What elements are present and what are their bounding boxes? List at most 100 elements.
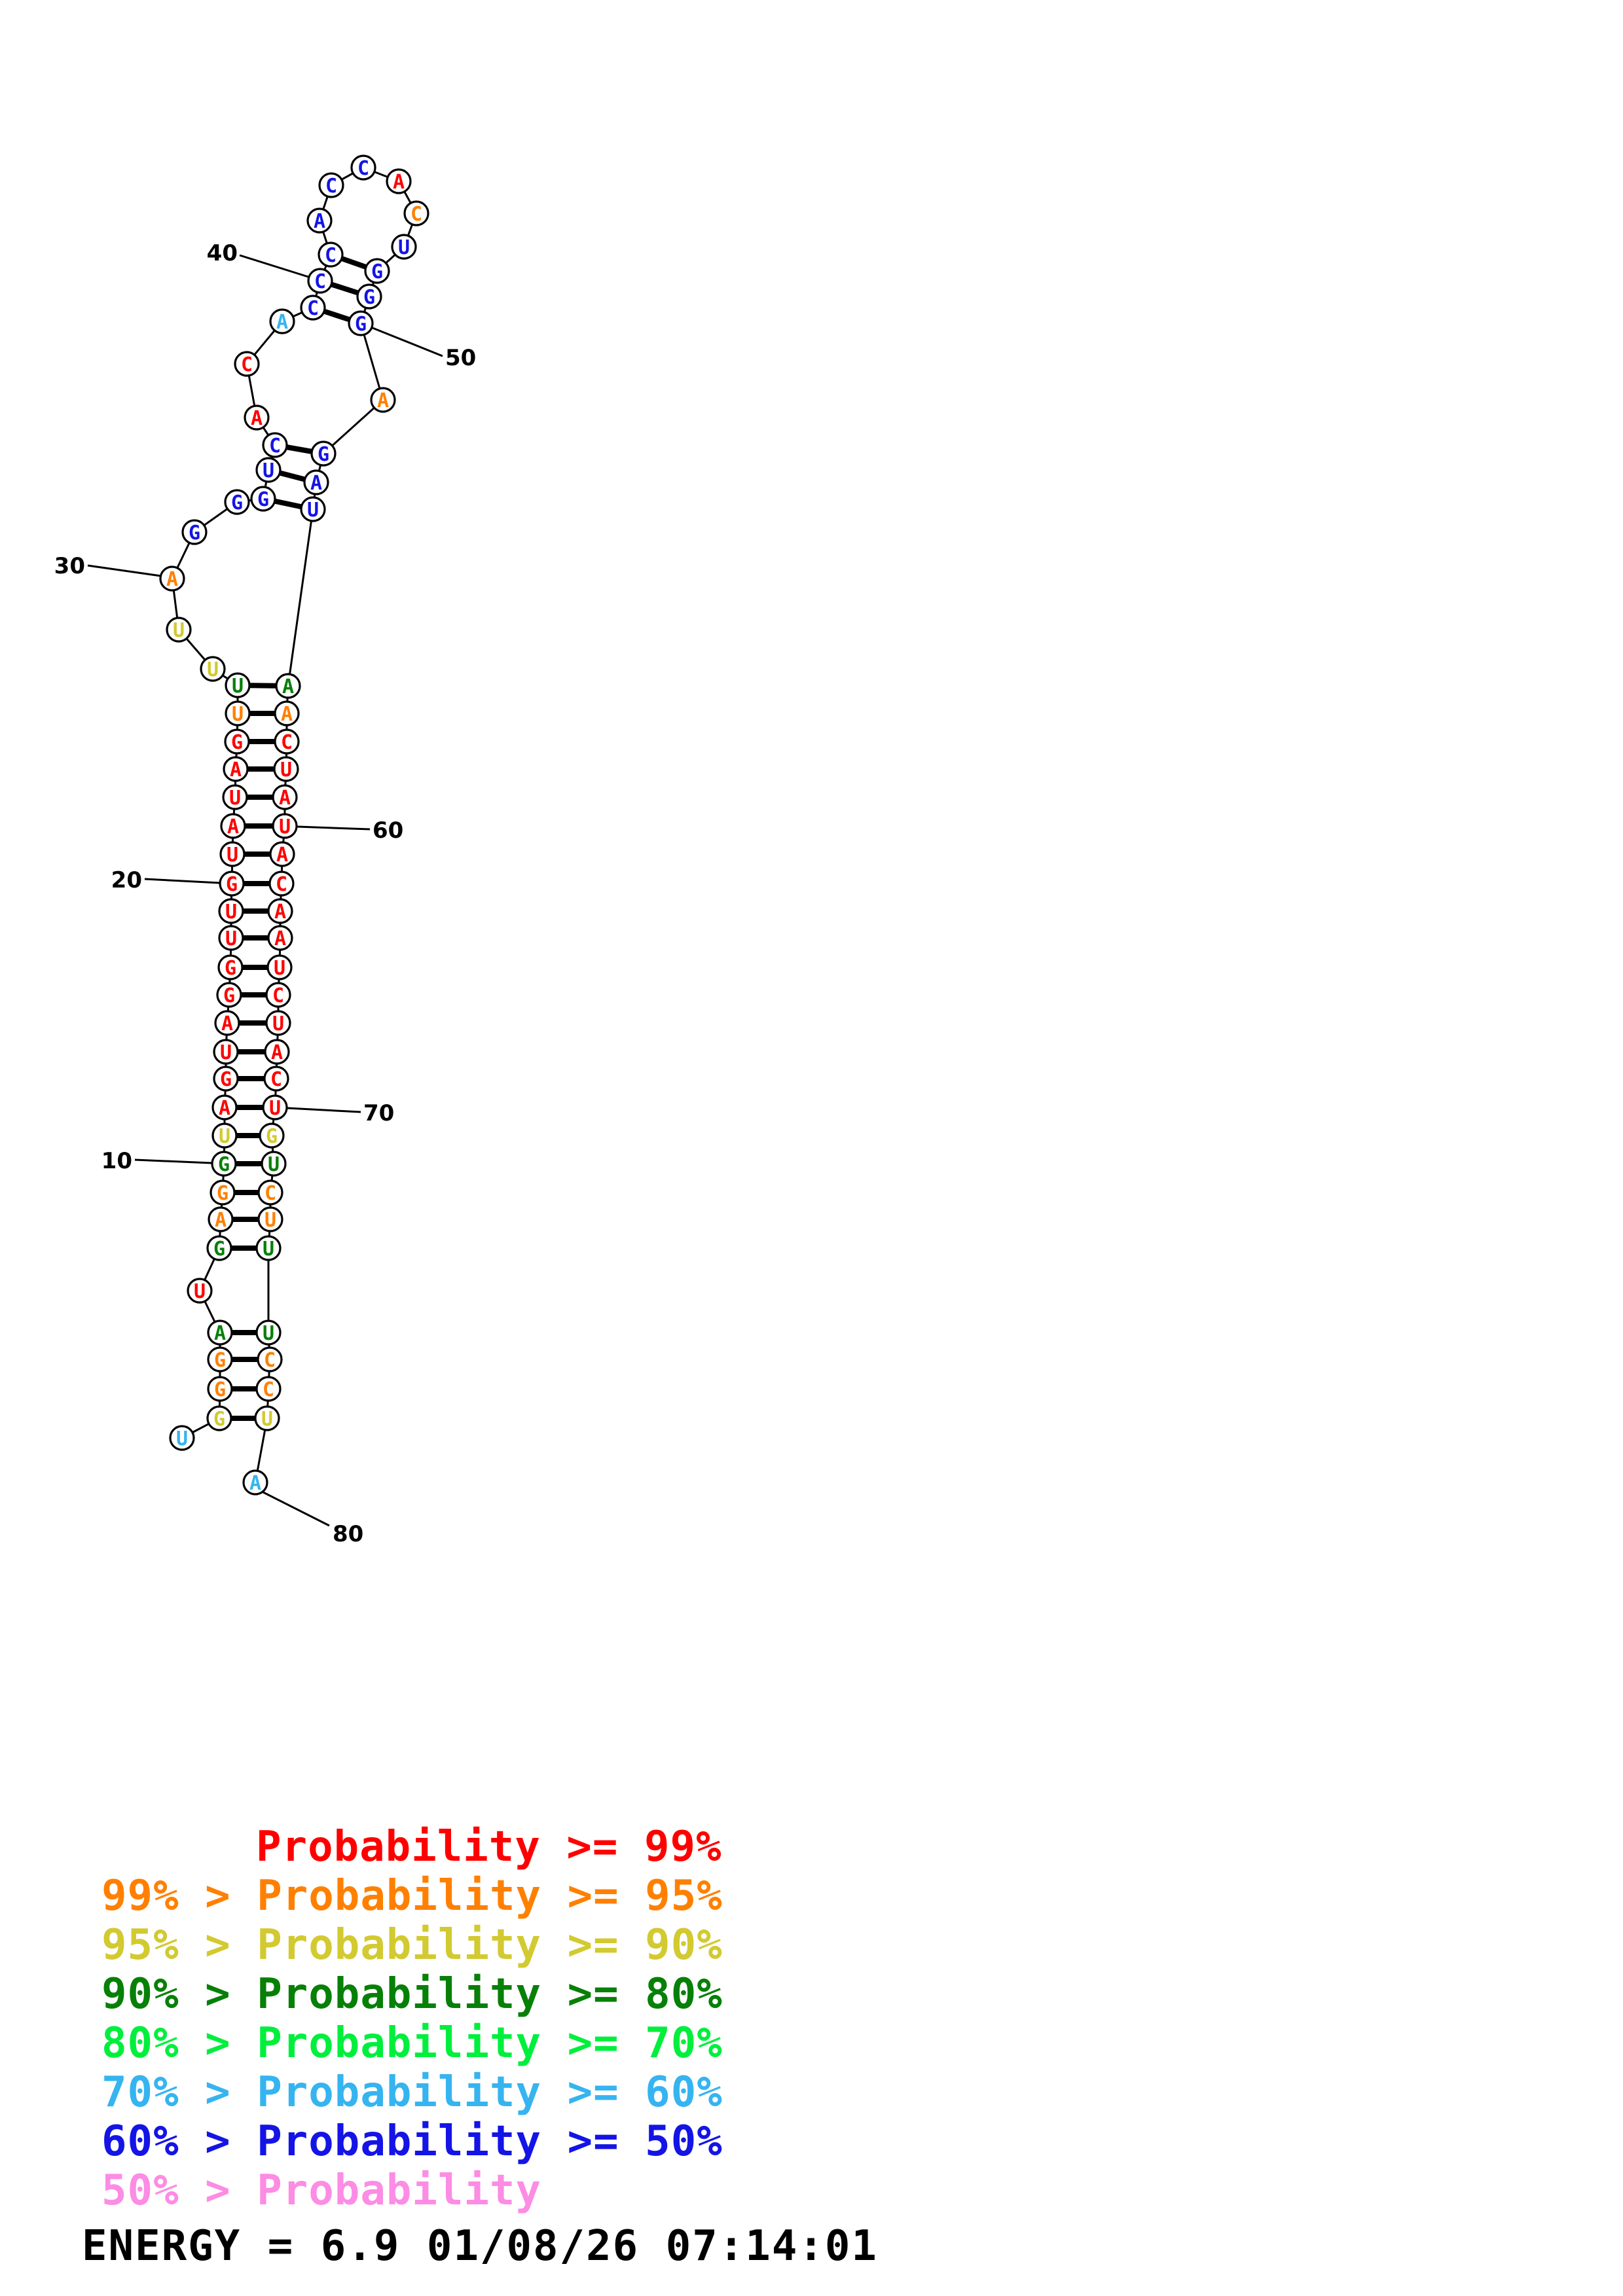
nucleotide-circle-66 (265, 982, 291, 1008)
nucleotide-circle-47 (391, 234, 417, 260)
legend-row-8: 50% > Probability (101, 2166, 541, 2215)
position-label-line-20 (144, 878, 221, 884)
nucleotide-circle-53 (303, 469, 329, 495)
position-label-line-40 (239, 254, 309, 278)
nucleotide-letter-73-C: C (264, 1182, 276, 1205)
position-label-line-10 (134, 1158, 213, 1164)
nucleotide-circle-10 (211, 1151, 237, 1177)
nucleotide-letter-36-A: A (251, 407, 263, 430)
nucleotide-letter-37-C: C (241, 353, 253, 376)
nucleotide-circle-61 (269, 841, 295, 867)
nucleotide-circle-44 (350, 154, 376, 181)
nucleotide-circle-55 (275, 673, 301, 699)
nucleotide-letter-13-G: G (220, 1068, 232, 1091)
backbone-segment-54-55 (287, 509, 314, 687)
nucleotide-circle-72 (261, 1151, 287, 1177)
nucleotide-circle-4 (207, 1346, 233, 1372)
nucleotide-circle-27 (225, 672, 251, 698)
nucleotide-circle-52 (310, 440, 337, 467)
nucleotide-letter-3-G: G (214, 1378, 226, 1401)
nucleotide-letter-69-C: C (270, 1068, 282, 1091)
nucleotide-letter-20-G: G (226, 873, 238, 896)
nucleotide-circle-54 (300, 496, 326, 522)
nucleotide-circle-16 (216, 982, 242, 1008)
nucleotide-circle-42 (306, 207, 333, 234)
nucleotide-circle-49 (356, 283, 382, 310)
nucleotide-circle-78 (255, 1376, 282, 1402)
nucleotide-letter-78-C: C (263, 1378, 274, 1401)
nucleotide-circle-80 (242, 1469, 268, 1496)
nucleotide-circle-7 (206, 1235, 232, 1261)
position-label-line-50 (372, 327, 443, 357)
nucleotide-circle-8 (208, 1206, 234, 1232)
nucleotide-circle-75 (255, 1235, 282, 1261)
nucleotide-letter-34-U: U (263, 459, 274, 482)
nucleotide-circle-65 (266, 954, 293, 980)
nucleotide-letter-31-G: G (189, 522, 200, 545)
nucleotide-letter-16-G: G (223, 984, 235, 1007)
nucleotide-circle-45 (386, 168, 412, 194)
nucleotide-circle-51 (370, 387, 396, 413)
nucleotide-circle-59 (272, 784, 298, 810)
legend-row-7: 60% > Probability >= 50% (101, 2117, 723, 2166)
nucleotide-letter-44-C: C (357, 157, 369, 180)
nucleotide-letter-77-C: C (264, 1349, 276, 1372)
nucleotide-circle-64 (267, 925, 293, 951)
nucleotide-circle-layer (159, 154, 429, 1496)
nucleotide-letter-59-A: A (279, 787, 291, 810)
energy-text: ENERGY = 6.9 01/08/26 07:14:01 (82, 2222, 878, 2270)
nucleotide-circle-79 (254, 1405, 280, 1431)
nucleotide-letter-41-C: C (325, 244, 337, 267)
nucleotide-circle-38 (269, 308, 295, 334)
nucleotide-letter-12-A: A (219, 1097, 230, 1120)
nucleotide-letter-55-A: A (282, 675, 294, 698)
nucleotide-letter-65-U: U (274, 957, 285, 980)
nucleotide-circle-56 (274, 700, 300, 726)
nucleotide-circle-35 (262, 432, 288, 458)
nucleotide-letter-76-U: U (263, 1322, 274, 1345)
nucleotide-letter-61-A: A (276, 844, 288, 867)
nucleotide-circle-34 (255, 457, 282, 483)
nucleotide-letter-79-U: U (261, 1408, 273, 1431)
nucleotide-letter-38-A: A (276, 311, 288, 334)
nucleotide-letter-53-A: A (310, 472, 322, 495)
position-label-80: 80 (333, 1521, 363, 1547)
nucleotide-letter-45-A: A (393, 171, 405, 194)
nucleotide-letter-10-G: G (218, 1153, 230, 1176)
position-label-line-80 (263, 1491, 330, 1527)
nucleotide-circle-50 (348, 310, 374, 336)
nucleotide-letter-18-U: U (225, 927, 237, 950)
nucleotide-letter-74-U: U (264, 1209, 276, 1232)
nucleotide-letter-46-C: C (410, 203, 422, 226)
legend-row-3: 95% > Probability >= 90% (101, 1921, 723, 1969)
nucleotide-letter-4-G: G (214, 1349, 226, 1372)
nucleotide-letter-6-U: U (194, 1280, 206, 1303)
nucleotide-circle-43 (318, 172, 344, 198)
nucleotide-circle-32 (224, 489, 250, 515)
nucleotide-letter-28-U: U (207, 658, 219, 681)
nucleotide-circle-67 (265, 1010, 291, 1036)
nucleotide-letter-19-U: U (225, 901, 237, 924)
nucleotide-letter-57-C: C (281, 731, 293, 754)
nucleotide-circle-57 (274, 728, 300, 755)
nucleotide-letter-8-A: A (215, 1209, 227, 1232)
position-label-60: 60 (373, 817, 403, 844)
nucleotide-letter-80-A: A (249, 1472, 261, 1495)
nucleotide-letter-50-G: G (355, 313, 367, 336)
nucleotide-letter-63-A: A (274, 901, 286, 924)
nucleotide-letter-2-G: G (213, 1408, 225, 1431)
nucleotide-letter-75-U: U (263, 1238, 274, 1261)
nucleotide-letter-35-C: C (269, 435, 281, 457)
nucleotide-circle-15 (214, 1010, 240, 1036)
nucleotide-letter-11-U: U (219, 1125, 230, 1148)
nucleotide-circle-3 (207, 1376, 233, 1402)
nucleotide-circle-77 (257, 1346, 283, 1372)
legend-row-4: 90% > Probability >= 80% (101, 1970, 723, 2018)
nucleotide-circle-17 (217, 954, 244, 980)
nucleotide-circle-63 (267, 898, 293, 924)
nucleotide-circle-71 (259, 1122, 285, 1149)
nucleotide-letter-15-A: A (221, 1013, 233, 1035)
position-label-line-layer (87, 254, 443, 1527)
position-label-70: 70 (363, 1100, 394, 1126)
